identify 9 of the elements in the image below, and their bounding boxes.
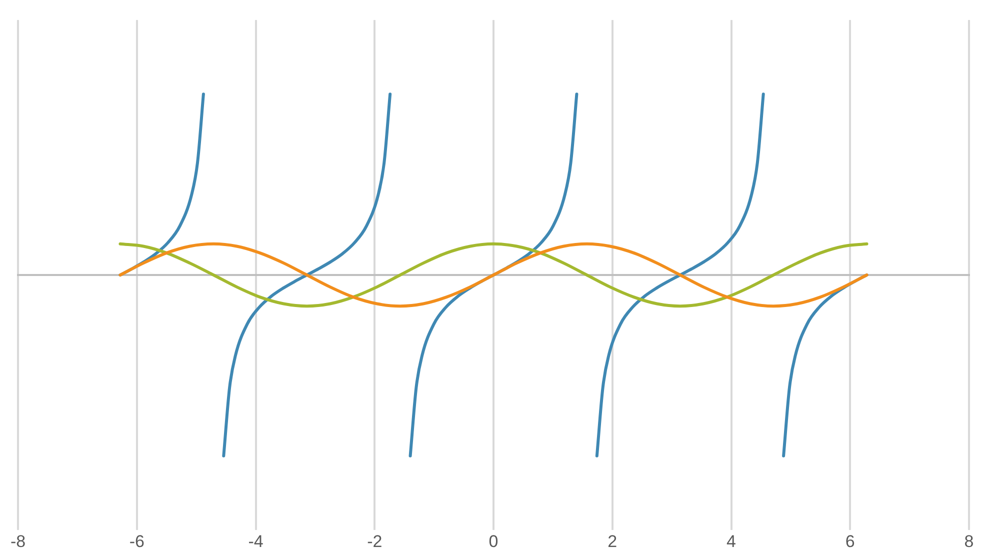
x-tick-label: 2	[608, 532, 618, 552]
x-tick-label: 8	[964, 532, 974, 552]
x-tick-label: -8	[10, 532, 26, 552]
x-tick-label: -6	[129, 532, 144, 552]
x-tick-label: 6	[845, 532, 855, 552]
x-tick-label: 4	[726, 532, 736, 552]
x-tick-label: -2	[367, 532, 382, 552]
x-tick-label: -4	[248, 532, 264, 552]
x-tick-label: 0	[488, 532, 498, 552]
